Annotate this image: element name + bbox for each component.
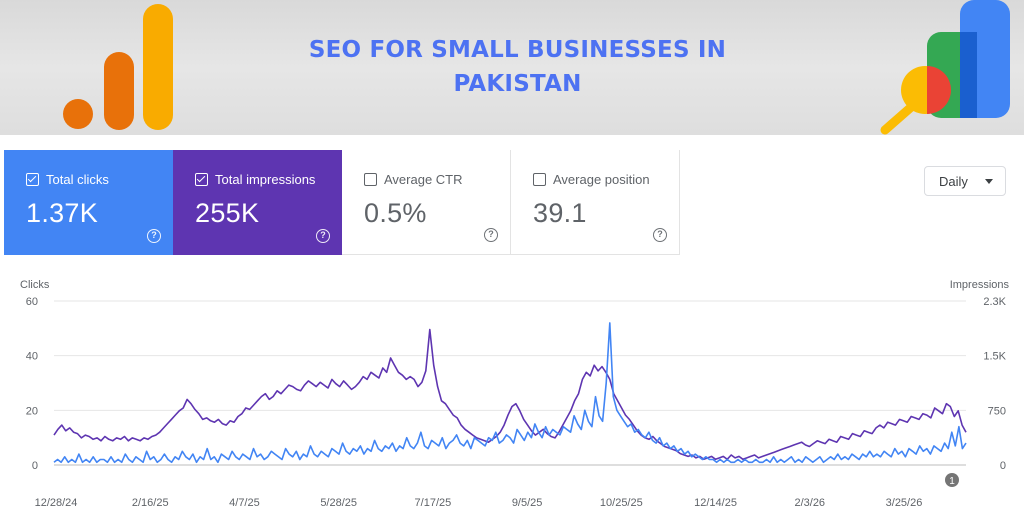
right-tick-label: 1.5K	[983, 351, 1006, 363]
search-console-logo	[880, 0, 1010, 135]
help-icon[interactable]: ?	[316, 229, 330, 243]
x-tick-label: 3/25/26	[886, 497, 923, 509]
x-axis-ticks: 12/28/24 2/16/25 4/7/25 5/28/25 7/17/25 9/5/2…	[35, 497, 923, 509]
right-tick-label: 750	[988, 405, 1006, 417]
right-axis-label: Impressions	[950, 279, 1010, 291]
right-axis-ticks: 2.3K 1.5K 750 0	[983, 296, 1006, 472]
x-tick-label: 9/5/25	[512, 497, 543, 509]
caret-down-icon	[985, 178, 993, 184]
left-tick-label: 20	[26, 405, 38, 417]
checkbox-unchecked-icon[interactable]	[533, 173, 546, 186]
left-tick-label: 60	[26, 296, 38, 308]
left-tick-label: 0	[32, 460, 38, 472]
x-tick-label: 4/7/25	[229, 497, 260, 509]
period-dropdown[interactable]: Daily	[924, 166, 1006, 196]
help-icon[interactable]: ?	[484, 228, 498, 242]
right-tick-label: 0	[1000, 460, 1006, 472]
help-icon[interactable]: ?	[653, 228, 667, 242]
metric-value: 1.37K	[26, 198, 99, 228]
x-tick-label: 7/17/25	[415, 497, 452, 509]
chart-series	[53, 322, 967, 464]
metric-label: Total clicks	[46, 172, 109, 187]
annotation-marker[interactable]: 1	[945, 473, 959, 487]
metric-value: 255K	[195, 198, 260, 228]
metric-card-total-impressions[interactable]: Total impressions 255K ?	[173, 150, 342, 255]
series-line-clicks	[53, 322, 967, 464]
help-icon[interactable]: ?	[147, 229, 161, 243]
x-tick-label: 10/25/25	[600, 497, 643, 509]
metric-label: Total impressions	[215, 172, 316, 187]
checkbox-checked-icon[interactable]	[195, 173, 208, 186]
metric-value: 0.5%	[364, 198, 427, 228]
left-axis-label: Clicks	[20, 279, 50, 291]
annotation-marker-label: 1	[949, 476, 955, 487]
metric-card-average-position[interactable]: Average position 39.1 ?	[511, 150, 680, 255]
x-tick-label: 2/16/25	[132, 497, 169, 509]
series-line-impressions	[53, 328, 967, 461]
x-tick-label: 5/28/25	[320, 497, 357, 509]
analytics-logo	[63, 4, 173, 130]
right-tick-label: 2.3K	[983, 296, 1006, 308]
banner-title: SEO FOR SMALL BUSINESSES IN PAKISTAN	[308, 37, 727, 97]
metric-card-average-ctr[interactable]: Average CTR 0.5% ?	[342, 150, 511, 255]
left-tick-label: 40	[26, 351, 38, 363]
metric-label: Average position	[553, 172, 650, 187]
metric-label: Average CTR	[384, 172, 463, 187]
x-tick-label: 12/28/24	[35, 497, 78, 509]
period-value: Daily	[939, 173, 968, 189]
checkbox-checked-icon[interactable]	[26, 173, 39, 186]
metric-value: 39.1	[533, 198, 587, 228]
x-tick-label: 12/14/25	[694, 497, 737, 509]
banner: SEO FOR SMALL BUSINESSES IN PAKISTAN	[0, 0, 1024, 135]
left-axis-ticks: 60 40 20 0	[26, 296, 38, 472]
checkbox-unchecked-icon[interactable]	[364, 173, 377, 186]
x-tick-label: 2/3/26	[794, 497, 825, 509]
metric-card-total-clicks[interactable]: Total clicks 1.37K ?	[4, 150, 173, 255]
chart-grid	[54, 300, 966, 466]
